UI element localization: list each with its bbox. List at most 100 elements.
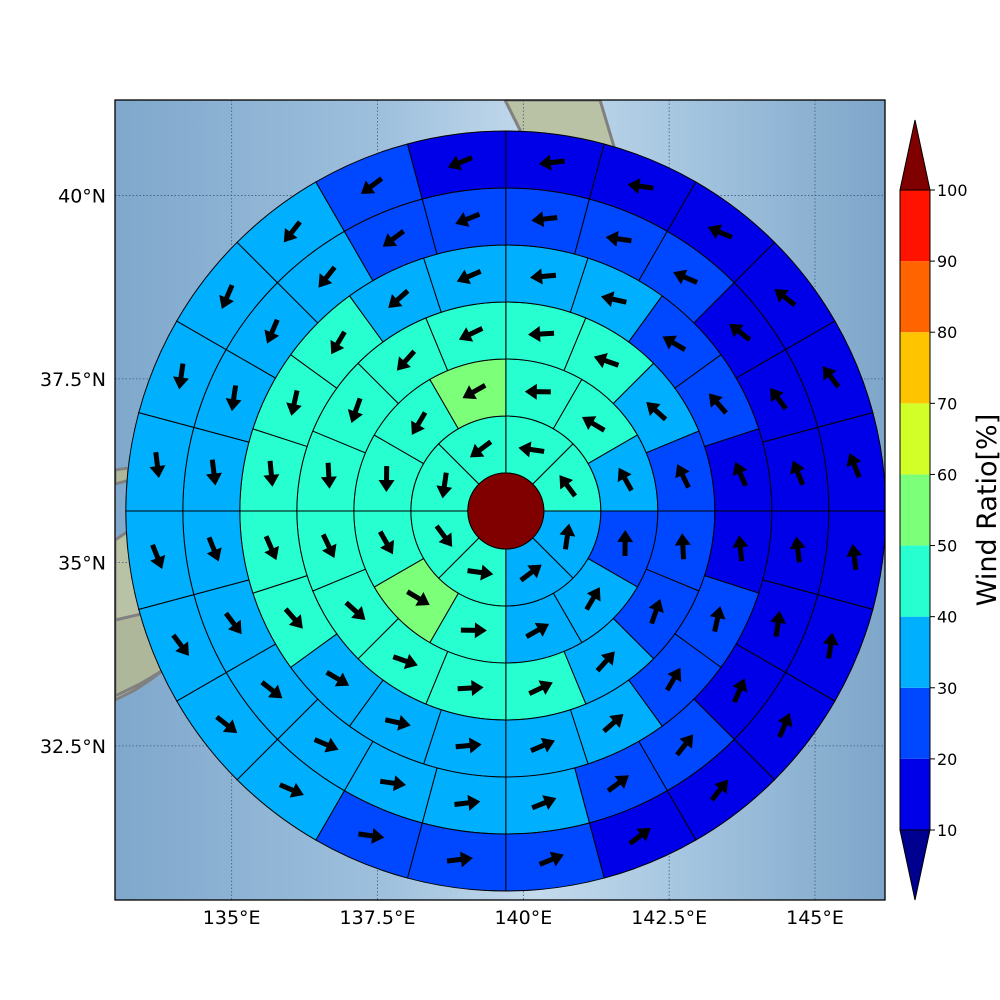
wind-arrow [318,265,337,288]
wind-arrow [457,679,484,696]
wind-arrow [388,288,410,308]
lon-tick-label: 140°E [494,907,552,929]
wind-arrow [206,536,222,562]
center-disc [467,472,545,550]
wind-arrow [447,155,473,171]
colorbar-segment [900,474,930,546]
lon-tick-label: 142.5°E [631,907,707,929]
longitude-ticks: 135°E 137.5°E 140°E 142.5°E 145°E [203,907,844,929]
wind-arrow [206,459,222,486]
colorbar-segment [900,403,930,475]
wind-arrow [664,667,682,692]
colorbar-tick-label: 40 [937,608,957,627]
colorbar-under-triangle [899,829,931,901]
wind-arrow [628,827,651,846]
lat-tick-label: 32.5°N [40,736,106,758]
wind-arrow [358,827,385,844]
wind-arrow [347,397,363,423]
wind-arrow [593,353,620,369]
wind-arrow [377,530,395,555]
wind-arrow [774,288,797,308]
colorbar-segment [900,545,930,617]
wind-arrow [595,651,615,673]
wind-arrow [646,402,668,422]
colorbar-tick-label: 80 [937,323,957,342]
wind-arrow [436,472,453,499]
wind-arrow [662,335,687,352]
wind-arrow [528,326,555,343]
colorbar-segment [900,616,930,688]
wind-arrow [278,782,304,798]
wind-arrow [846,453,862,479]
colorbar-segment [900,190,930,262]
wind-arrow [313,737,339,753]
wind-arrow [525,622,550,639]
polar-cells [125,130,885,892]
colorbar: 10 20 30 40 50 60 70 80 90 100 [899,119,968,901]
wind-arrow [455,211,481,227]
lon-tick-label: 145°E [786,907,844,929]
colorbar-frame [899,189,931,831]
wind-arrow [384,715,411,731]
wind-arrow [674,533,691,560]
wind-arrow [360,176,384,195]
wind-arrow [392,653,418,669]
latitude-ticks: 40°N 37.5°N 35°N 32.5°N [40,185,106,757]
wind-arrow [822,632,839,659]
wind-arrow [171,633,189,656]
wind-arrow [675,734,694,757]
lon-tick-label: 135°E [203,907,261,929]
wind-arrows [149,154,863,868]
wind-arrow [320,462,337,489]
colorbar-segment [900,687,930,759]
wind-arrow [406,589,430,606]
wind-arrow [600,291,627,307]
wind-arrow [467,564,494,581]
wind-arrow [528,680,553,696]
wind-arrow [559,523,576,550]
wind-arrow [286,389,302,416]
wind-arrow [606,775,629,793]
wind-arrow [283,220,302,243]
polar-cell [125,412,195,512]
wind-arrow [559,475,578,498]
wind-arrow [283,607,303,629]
wind-arrow [708,393,728,415]
wind-arrow [150,543,166,569]
wind-arrow [770,387,788,411]
lon-tick-label: 137.5°E [340,907,416,929]
wind-arrow [219,284,235,309]
polar-cell [505,130,605,200]
wind-arrow [223,611,242,635]
wind-arrow [675,464,691,489]
wind-arrow [469,439,493,458]
wind-arrow [602,714,624,734]
wind-arrow [173,363,189,390]
colorbar-tick-label: 70 [937,394,957,413]
colorbar-segment [900,332,930,404]
wind-arrow [707,224,733,240]
colorbar-tick-label: 20 [937,750,957,769]
wind-arrow [456,268,482,285]
wind-arrow [149,451,166,479]
wind-arrow [530,737,555,754]
wind-arrow [260,680,283,699]
wind-arrow [531,211,558,228]
wind-arrow [605,230,632,247]
wind-arrow [344,600,366,620]
colorbar-tick-label: 100 [937,181,968,200]
wind-arrow [411,411,428,435]
wind-arrow [709,606,726,633]
wind-arrow [531,795,557,811]
colorbar-segment [900,261,930,333]
lat-tick-label: 40°N [58,185,106,207]
wind-arrow [584,587,601,611]
wind-arrow [846,543,863,571]
wind-arrow [382,229,406,247]
map-area [115,100,885,900]
map-frame [114,99,886,901]
wind-arrow [673,269,699,285]
wind-arrow [396,349,417,371]
wind-arrow [732,535,749,562]
